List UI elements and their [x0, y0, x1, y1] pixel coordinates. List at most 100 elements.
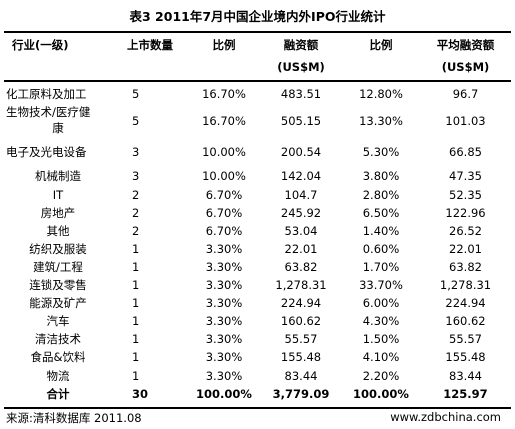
header-avg-unit: (US$M)	[441, 60, 490, 74]
website-link[interactable]: www.zdbchina.com	[390, 410, 501, 424]
cell-industry: 清洁技术	[35, 332, 81, 346]
top-rule	[4, 31, 511, 33]
cell-ratio: 3.30%	[205, 296, 243, 310]
cell-industry: 食品&饮料	[30, 350, 86, 364]
table-row: 纺织及服装 1 3.30% 22.01 0.60% 22.01	[4, 240, 511, 258]
cell-avg: 47.35	[449, 169, 482, 183]
table-row: 机械制造 3 10.00% 142.04 3.80% 47.35	[4, 166, 511, 186]
header-ratio-2: 比例	[369, 37, 393, 52]
cell-count: 1	[132, 332, 140, 346]
cell-industry: 其他	[46, 224, 70, 238]
cell-count: 3	[132, 169, 140, 183]
cell-industry: 机械制造	[35, 169, 81, 183]
table-row: 其他 2 6.70% 53.04 1.40% 26.52	[4, 222, 511, 240]
cell-avg: 55.57	[449, 332, 482, 346]
cell-ratio: 16.70%	[202, 87, 246, 101]
cell-avg: 101.03	[445, 114, 486, 128]
header-industry: 行业(一级)	[12, 37, 69, 52]
header-row: 行业(一级) 上市数量 比例 融资额 比例 平均融资额	[4, 33, 511, 56]
cell-ratio-2: 1.40%	[362, 224, 400, 238]
cell-ratio: 16.70%	[202, 114, 246, 128]
cell-ratio: 3.30%	[205, 278, 243, 292]
cell-ratio: 6.70%	[205, 224, 243, 238]
cell-ratio-2: 1.70%	[362, 260, 400, 274]
cell-ratio-2: 2.20%	[362, 368, 400, 383]
header-rule	[4, 80, 511, 82]
cell-industry: 连锁及零售	[29, 278, 87, 292]
cell-total-ratio: 100.00%	[196, 387, 252, 401]
cell-amount: 53.04	[284, 224, 318, 238]
table-row: 连锁及零售 1 3.30% 1,278.31 33.70% 1,278.31	[4, 276, 511, 294]
cell-ratio-2: 33.70%	[359, 278, 403, 292]
cell-ratio-2: 13.30%	[359, 114, 403, 128]
table-row: 电子及光电设备 3 10.00% 200.54 5.30% 66.85	[4, 138, 511, 166]
cell-ratio: 3.30%	[205, 332, 243, 346]
cell-count: 5	[132, 114, 140, 128]
cell-ratio-2: 5.30%	[362, 145, 400, 159]
cell-ratio: 3.30%	[205, 350, 243, 364]
cell-industry: 物流	[46, 368, 70, 383]
table-row: 汽车 1 3.30% 160.62 4.30% 160.62	[4, 312, 511, 330]
table-row: 房地产 2 6.70% 245.92 6.50% 122.96	[4, 204, 511, 222]
header-amount-unit: (US$M)	[277, 60, 325, 74]
cell-count: 1	[132, 350, 140, 364]
cell-avg: 155.48	[445, 350, 486, 364]
cell-total-amount: 3,779.09	[272, 387, 330, 401]
cell-ratio-2: 2.80%	[362, 188, 400, 202]
cell-industry: 化工原料及加工	[6, 87, 87, 101]
header-avg: 平均融资额	[436, 37, 495, 52]
cell-industry: IT	[52, 188, 64, 202]
cell-avg: 83.44	[449, 368, 482, 383]
cell-industry: 纺织及服装	[29, 242, 87, 256]
cell-ratio-2: 3.80%	[362, 169, 400, 183]
ipo-industry-table: 行业(一级) 上市数量 比例 融资额 比例 平均融资额 (US$M) (US$M…	[4, 33, 511, 78]
cell-ratio-2: 0.60%	[362, 242, 400, 256]
cell-avg: 66.85	[449, 145, 482, 159]
total-row: 合计 30 100.00% 3,779.09 100.00% 125.97	[4, 385, 511, 403]
table-row-continuation: 康	[4, 120, 511, 138]
table-row: 建筑/工程 1 3.30% 63.82 1.70% 63.82	[4, 258, 511, 276]
cell-ratio-2: 12.80%	[359, 87, 403, 101]
table-row: 化工原料及加工 5 16.70% 483.51 12.80% 96.7	[4, 84, 511, 104]
cell-amount: 155.48	[280, 350, 322, 364]
cell-avg: 96.7	[452, 87, 479, 101]
cell-ratio-2: 1.50%	[362, 332, 400, 346]
header-count: 上市数量	[127, 37, 173, 52]
table-row: 生物技术/医疗健 5 16.70% 505.15 13.30% 101.03	[4, 104, 511, 128]
cell-amount: 63.82	[284, 260, 318, 274]
cell-industry: 建筑/工程	[33, 260, 83, 274]
cell-count: 2	[132, 224, 140, 238]
cell-industry-continuation: 康	[52, 121, 64, 135]
cell-ratio: 3.30%	[205, 314, 243, 328]
cell-ratio: 6.70%	[205, 206, 243, 220]
cell-amount: 55.57	[284, 332, 318, 346]
ipo-data-table: 化工原料及加工 5 16.70% 483.51 12.80% 96.7 生物技术…	[4, 84, 511, 403]
table-row: 物流 1 3.30% 83.44 2.20% 83.44	[4, 366, 511, 385]
table-row: 清洁技术 1 3.30% 55.57 1.50% 55.57	[4, 330, 511, 348]
table-row: 食品&饮料 1 3.30% 155.48 4.10% 155.48	[4, 348, 511, 366]
cell-avg: 26.52	[449, 224, 482, 238]
cell-count: 1	[132, 314, 140, 328]
cell-avg: 160.62	[445, 314, 486, 328]
cell-count: 2	[132, 188, 140, 202]
cell-amount: 505.15	[280, 114, 322, 128]
cell-amount: 245.92	[280, 206, 322, 220]
cell-amount: 104.7	[284, 188, 318, 202]
cell-count: 1	[132, 368, 140, 383]
cell-industry: 能源及矿产	[29, 296, 87, 310]
cell-amount: 483.51	[280, 87, 322, 101]
cell-industry: 生物技术/医疗健	[6, 105, 91, 119]
cell-avg: 52.35	[449, 188, 482, 202]
cell-total-avg: 125.97	[443, 387, 488, 401]
cell-avg: 63.82	[449, 260, 482, 274]
cell-ratio: 3.30%	[205, 368, 243, 383]
cell-avg: 224.94	[445, 296, 486, 310]
cell-amount: 22.01	[284, 242, 318, 256]
cell-industry: 汽车	[46, 314, 70, 328]
source-note: 来源:清科数据库 2011.08	[6, 411, 142, 425]
cell-industry: 房地产	[40, 206, 76, 220]
header-unit-row: (US$M) (US$M)	[4, 56, 511, 78]
cell-ratio-2: 4.30%	[362, 314, 400, 328]
cell-count: 1	[132, 296, 140, 310]
